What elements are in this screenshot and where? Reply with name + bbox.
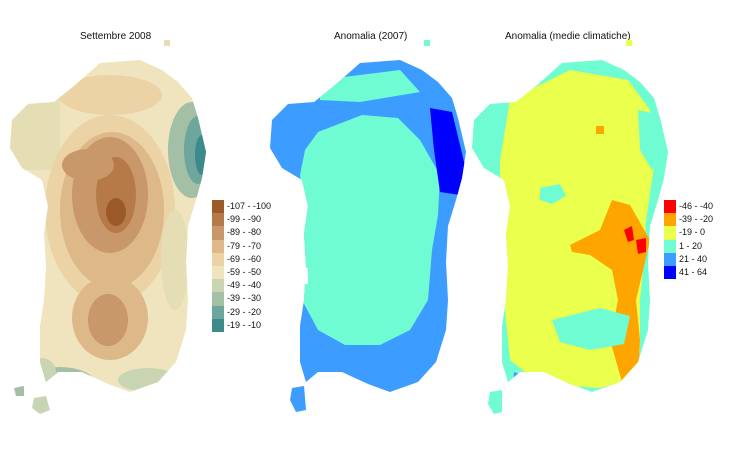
- legend-label: 41 - 64: [679, 266, 708, 277]
- legend-swatch: [212, 318, 224, 332]
- legend-item: 41 - 64: [664, 265, 713, 280]
- legend-swatch: [664, 226, 676, 240]
- legend-swatch: [212, 252, 224, 266]
- legend-item: -99 - -90: [212, 213, 271, 227]
- legend-item: -69 - -60: [212, 252, 271, 266]
- map-anomalia-2007: [270, 40, 466, 412]
- legend-label: -46 - -40: [679, 201, 714, 211]
- legend-item: -19 - 0: [664, 226, 713, 240]
- legend-label: -59 - -50: [227, 266, 262, 277]
- legend-label: -49 - -40: [227, 280, 262, 291]
- legend-label: -19 - -10: [227, 319, 262, 330]
- legend-anomaly: -46 - -40 -39 - -20 -19 - 0 1 - 20 21 - …: [664, 200, 714, 280]
- legend-item: -79 - -70: [212, 239, 271, 253]
- legend-label: -39 - -20: [679, 214, 714, 225]
- legend-item: -59 - -50: [212, 265, 271, 280]
- legend-swatch: [212, 213, 224, 227]
- legend-item: -29 - -20: [212, 305, 271, 319]
- legend-swatch: [212, 200, 224, 214]
- legend-item: -39 - -30: [212, 292, 271, 306]
- legend-precipitation: -107 - -100 -99 - -90 -89 - -80 -79 - -7…: [212, 200, 271, 332]
- legend-swatch: [664, 252, 676, 266]
- legend-item: -107 - -100: [212, 200, 272, 214]
- legend-item: 21 - 40: [664, 252, 713, 266]
- legend-swatch: [664, 265, 676, 280]
- legend-label: -39 - -30: [227, 293, 262, 304]
- legend-item: 1 - 20: [664, 239, 713, 253]
- panel-title-settembre: Settembre 2008: [80, 31, 152, 42]
- legend-item: -19 - -10: [212, 318, 271, 332]
- legend-label: -29 - -20: [227, 306, 262, 317]
- legend-item: -39 - -20: [664, 213, 714, 227]
- legend-swatch: [664, 239, 676, 253]
- legend-swatch: [212, 265, 224, 280]
- legend-label: -99 - -90: [227, 214, 262, 225]
- legend-label: -89 - -80: [227, 227, 262, 238]
- legend-label: -69 - -60: [227, 253, 262, 264]
- legend-swatch: [664, 200, 676, 214]
- legend-label: 21 - 40: [679, 253, 708, 264]
- legend-swatch: [212, 239, 224, 253]
- legend-item: -89 - -80: [212, 226, 271, 240]
- legend-swatch: [664, 213, 676, 227]
- panel-title-anomalia-2007: Anomalia (2007): [334, 31, 408, 42]
- legend-item: -49 - -40: [212, 279, 271, 293]
- panel-title-anomalia-medie: Anomalia (medie climatiche): [505, 31, 631, 42]
- legend-item: -46 - -40: [664, 200, 714, 214]
- legend-swatch: [212, 305, 224, 319]
- legend-swatch: [212, 292, 224, 306]
- legend-label: -19 - 0: [679, 227, 706, 238]
- legend-swatch: [212, 226, 224, 240]
- map-settembre-2008: [10, 40, 206, 414]
- map-anomalia-medie-climatiche: [472, 40, 668, 414]
- legend-label: -79 - -70: [227, 240, 262, 251]
- legend-swatch: [212, 279, 224, 293]
- legend-label: -107 - -100: [227, 201, 272, 211]
- legend-label: 1 - 20: [679, 240, 703, 251]
